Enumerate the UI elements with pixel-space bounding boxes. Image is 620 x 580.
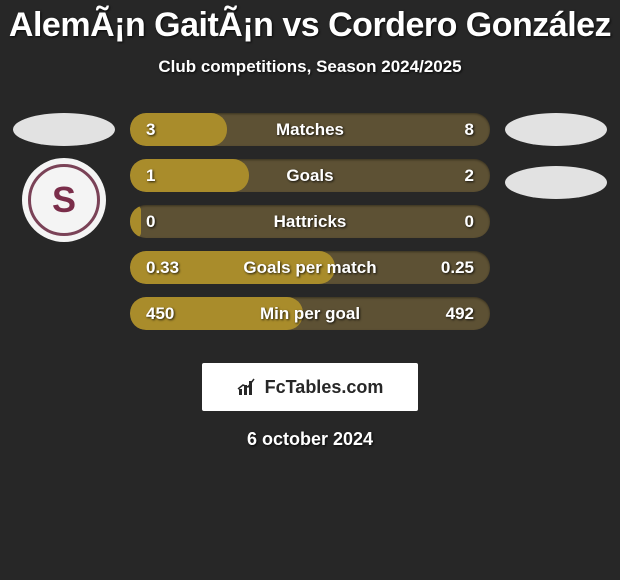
left-club-badge-wrap: S — [22, 158, 106, 242]
stat-fill — [130, 113, 227, 146]
page-title: AlemÃ¡n GaitÃ¡n vs Cordero González — [0, 0, 620, 45]
comparison-content: S Matches38 Goals12 Hattricks00 Goals per m… — [0, 113, 620, 343]
right-column — [500, 113, 612, 343]
stat-row: Hattricks00 — [130, 205, 490, 238]
player-shape-right-2 — [505, 166, 607, 199]
snapshot-date: 6 october 2024 — [0, 429, 620, 450]
stat-track — [130, 205, 490, 238]
player-shape-left — [13, 113, 115, 146]
stat-track — [130, 297, 490, 330]
player-shape-right-1 — [505, 113, 607, 146]
stat-track — [130, 251, 490, 284]
club-badge-ring — [28, 164, 100, 236]
brand-text: FcTables.com — [265, 377, 384, 398]
stat-row: Goals per match0.330.25 — [130, 251, 490, 284]
stat-fill — [130, 159, 249, 192]
stat-track — [130, 159, 490, 192]
stat-row: Matches38 — [130, 113, 490, 146]
stat-track — [130, 113, 490, 146]
brand-attribution: FcTables.com — [202, 363, 418, 411]
left-column: S — [8, 113, 120, 343]
stat-bars: Matches38 Goals12 Hattricks00 Goals per mat… — [120, 113, 500, 343]
stat-fill — [130, 205, 141, 238]
stat-row: Goals12 — [130, 159, 490, 192]
stat-fill — [130, 251, 335, 284]
chart-icon — [237, 377, 259, 397]
page-subtitle: Club competitions, Season 2024/2025 — [0, 57, 620, 77]
stat-row: Min per goal450492 — [130, 297, 490, 330]
club-badge-left: S — [22, 158, 106, 242]
stat-fill — [130, 297, 303, 330]
